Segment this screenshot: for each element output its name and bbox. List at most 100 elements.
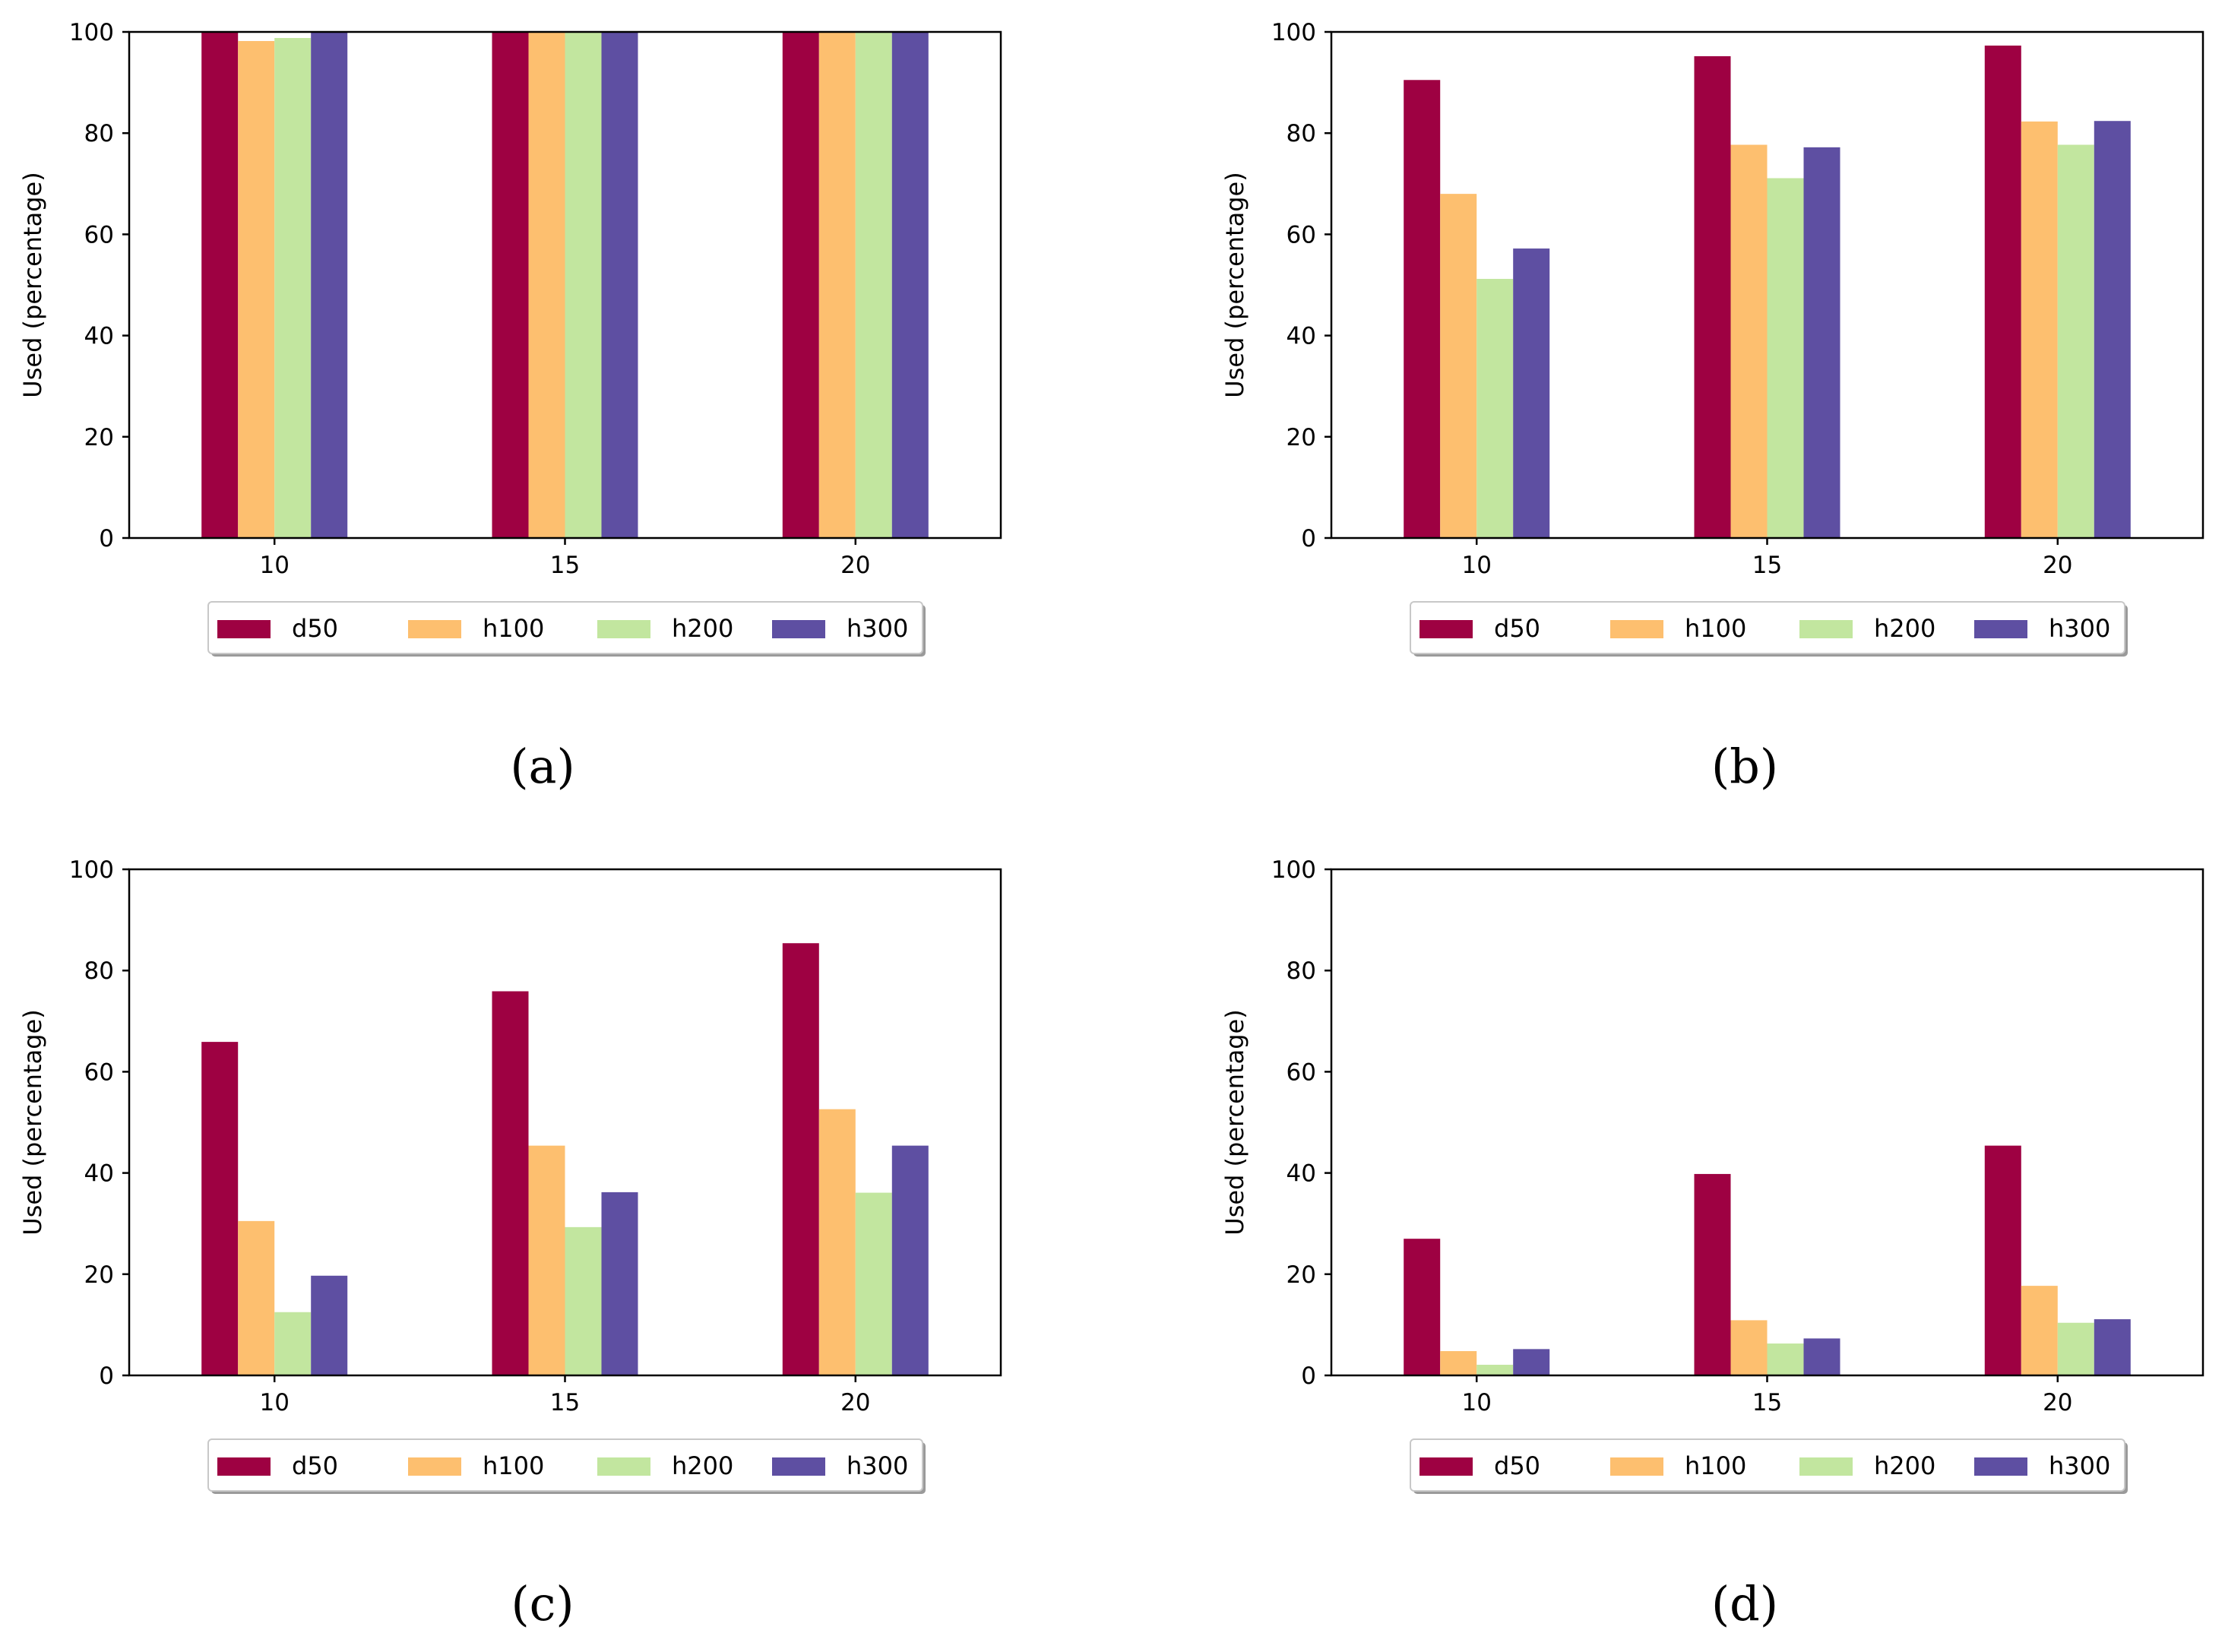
y-tick-label: 80	[84, 957, 114, 985]
bar-h100-10	[238, 40, 275, 539]
bar-d50-10	[201, 1042, 239, 1375]
y-tick-label: 0	[99, 525, 114, 552]
bar-h100-20	[2021, 1286, 2058, 1375]
bar-d50-10	[201, 32, 239, 538]
bar-h200-15	[565, 32, 602, 538]
bar-h300-10	[311, 32, 348, 538]
bar-d50-15	[1694, 1173, 1731, 1375]
y-axis-label: Used (percentage)	[1220, 1009, 1249, 1235]
y-tick-label: 100	[69, 19, 114, 46]
bar-h200-20	[2057, 1322, 2094, 1375]
bar-h200-20	[855, 1192, 892, 1375]
y-tick-label: 100	[1271, 19, 1316, 46]
y-tick-label: 100	[1271, 856, 1316, 884]
legend-swatch-d50	[217, 620, 271, 638]
bar-h200-15	[565, 1226, 602, 1375]
panel-caption: (c)	[511, 1576, 574, 1631]
legend-swatch-h100	[408, 620, 461, 638]
legend-label-h300: h300	[2049, 614, 2110, 643]
plot-frame	[1330, 868, 2204, 1377]
legend-label-h100: h100	[1685, 614, 1746, 643]
legend-box	[207, 1438, 923, 1492]
legend-box	[1410, 601, 2125, 654]
bar-h100-20	[818, 32, 856, 538]
y-tick-label: 80	[1287, 957, 1316, 985]
legend-label-h100: h100	[483, 614, 544, 643]
bar-d50-15	[492, 32, 529, 538]
y-tick-label: 80	[1287, 120, 1316, 147]
x-tick-label: 20	[2043, 1389, 2072, 1416]
bar-h300-15	[1803, 1338, 1840, 1375]
y-tick-label: 40	[84, 1160, 114, 1188]
x-tick-label: 20	[2043, 552, 2072, 579]
bar-h100-10	[1440, 1351, 1477, 1375]
bar-h100-10	[238, 1220, 275, 1375]
bar-h300-15	[1803, 147, 1840, 538]
x-tick-label: 10	[259, 1389, 289, 1416]
bar-d50-10	[1404, 80, 1441, 538]
legend-swatch-h100	[408, 1457, 461, 1476]
y-tick-label: 100	[69, 856, 114, 884]
bar-h200-15	[1767, 178, 1804, 538]
bar-h200-10	[1476, 1365, 1514, 1375]
y-axis-label: Used (percentage)	[1220, 172, 1249, 397]
y-tick-label: 40	[1287, 1160, 1316, 1188]
bar-h200-10	[274, 1312, 312, 1375]
y-tick-label: 40	[84, 323, 114, 350]
legend-swatch-h200	[597, 620, 650, 638]
legend-swatch-h300	[1974, 1457, 2027, 1476]
bar-h100-15	[528, 32, 565, 538]
legend-label-h200: h200	[672, 614, 733, 643]
y-tick-label: 0	[1301, 1362, 1316, 1390]
y-axis-label: Used (percentage)	[18, 172, 47, 397]
bar-h300-15	[601, 32, 638, 538]
x-tick-label: 15	[1752, 552, 1782, 579]
bar-d50-20	[782, 32, 819, 538]
y-tick-label: 0	[1301, 525, 1316, 552]
bar-h300-10	[1513, 1349, 1550, 1375]
y-tick-label: 20	[84, 1261, 114, 1289]
bar-h100-15	[1730, 1320, 1768, 1375]
bar-h300-20	[2094, 121, 2131, 538]
legend-swatch-h100	[1610, 620, 1663, 638]
legend-swatch-h200	[1799, 620, 1853, 638]
y-tick-label: 80	[84, 120, 114, 147]
bar-h100-10	[1440, 194, 1477, 538]
y-tick-label: 60	[84, 1059, 114, 1086]
panel-caption: (b)	[1711, 739, 1778, 794]
legend-label-h200: h200	[672, 1451, 733, 1480]
bar-h100-15	[528, 1145, 565, 1375]
bar-h100-15	[1730, 144, 1768, 538]
legend-swatch-h300	[1974, 620, 2027, 638]
panel-caption: (a)	[510, 739, 574, 794]
chart-panel-a: 0 20 40 60 80 100 10 15 20 Used (percentage) d50 h1…	[18, 19, 1002, 794]
legend-box	[1410, 1438, 2125, 1492]
chart-panel-d: 0 20 40 60 80 100 10 15 20 Used (percentage) d50 h1…	[1220, 856, 2204, 1631]
legend-swatch-h300	[772, 1457, 825, 1476]
bar-d50-15	[492, 991, 529, 1375]
legend-label-d50: d50	[292, 614, 338, 643]
bar-d50-20	[1984, 45, 2021, 539]
x-tick-label: 15	[550, 1389, 580, 1416]
legend-swatch-d50	[1420, 620, 1473, 638]
legend-label-h100: h100	[483, 1451, 544, 1480]
bar-h300-20	[891, 1145, 929, 1375]
y-axis-label: Used (percentage)	[18, 1009, 47, 1235]
x-tick-label: 10	[1461, 552, 1491, 579]
legend-swatch-h200	[1799, 1457, 1853, 1476]
legend-swatch-d50	[217, 1457, 271, 1476]
bar-d50-20	[1984, 1145, 2021, 1375]
bar-d50-10	[1404, 1239, 1441, 1375]
y-tick-label: 60	[1287, 1059, 1316, 1086]
legend-label-d50: d50	[1494, 614, 1540, 643]
legend-label-d50: d50	[292, 1451, 338, 1480]
legend-label-h200: h200	[1874, 1451, 1935, 1480]
y-tick-label: 20	[1287, 424, 1316, 451]
bar-h300-15	[601, 1192, 638, 1375]
x-tick-label: 10	[259, 552, 289, 579]
bar-d50-20	[782, 943, 819, 1375]
x-tick-label: 10	[1461, 1389, 1491, 1416]
legend-label-d50: d50	[1494, 1451, 1540, 1480]
legend-swatch-h100	[1610, 1457, 1663, 1476]
